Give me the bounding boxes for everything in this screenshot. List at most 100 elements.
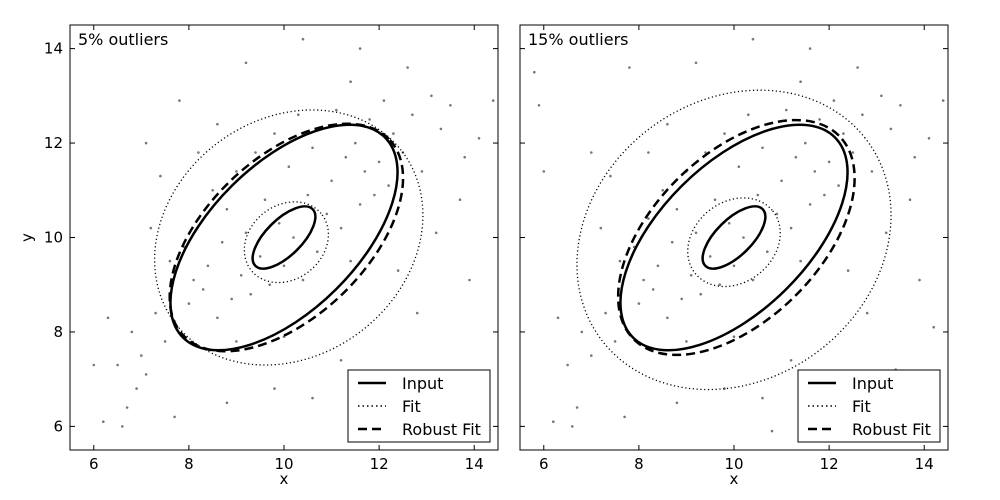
chart-panel-5pct: 6 8 10 12 14 6 8 10 12 14 5% outliers x y Input … — [18, 24, 499, 488]
y-axis-label: y — [18, 233, 36, 242]
ellipse-input — [693, 196, 776, 278]
scatter-point — [411, 113, 414, 116]
scatter-point — [647, 217, 650, 220]
scatter-point — [618, 259, 622, 263]
scatter-point — [168, 259, 172, 263]
y-axis-ticks — [520, 48, 948, 427]
scatter-point — [727, 222, 731, 225]
scatter-point — [292, 236, 295, 239]
scatter-point — [249, 292, 252, 296]
scatter-point — [396, 269, 400, 272]
scatter-point — [533, 70, 536, 74]
scatter-point — [656, 264, 660, 268]
x-tick-label: 12 — [820, 455, 839, 473]
scatter-point — [187, 302, 191, 305]
scatter-point — [751, 278, 755, 282]
scatter-point — [785, 108, 788, 112]
scatter-point — [178, 99, 181, 102]
y-tick-label: 10 — [44, 229, 63, 247]
scatter-point — [387, 184, 390, 187]
scatter-point — [808, 47, 812, 50]
ellipses — [103, 57, 474, 417]
scatter-point — [908, 198, 912, 201]
scatter-point — [889, 127, 893, 131]
scatter-point — [537, 104, 541, 107]
legend-label-fit: Fit — [402, 397, 421, 416]
x-tick-label: 10 — [274, 455, 293, 473]
scatter-point — [599, 226, 603, 230]
scatter-point — [808, 203, 812, 206]
scatter-point — [377, 160, 381, 164]
scatter-point — [306, 193, 310, 197]
scatter-point — [301, 278, 305, 282]
scatter-point — [799, 80, 802, 83]
scatter-point — [675, 401, 679, 405]
scatter-points — [92, 37, 495, 428]
scatter-point — [604, 311, 607, 315]
scatter-point — [273, 132, 276, 135]
scatter-point — [590, 151, 593, 154]
ellipse-fit — [516, 28, 951, 451]
scatter-point — [163, 340, 167, 343]
scatter-point — [732, 335, 736, 339]
scatter-point — [434, 231, 438, 235]
scatter-point — [211, 189, 214, 192]
scatter-point — [870, 170, 874, 173]
scatter-point — [121, 425, 124, 428]
scatter-point — [102, 420, 105, 424]
scatter-point — [244, 61, 248, 65]
scatter-point — [794, 155, 798, 159]
scatter-point — [827, 160, 831, 164]
scatter-point — [216, 122, 219, 126]
scatter-point — [675, 207, 679, 211]
panel-title: 5% outliers — [78, 30, 168, 49]
scatter-point — [823, 193, 826, 197]
scatter-point — [325, 212, 329, 216]
scatter-point — [666, 122, 669, 126]
scatter-point — [420, 170, 424, 173]
scatter-point — [780, 179, 783, 183]
scatter-point — [542, 170, 546, 173]
scatter-point — [358, 203, 362, 206]
scatter-point — [144, 373, 148, 376]
legend-label-robust-fit: Robust Fit — [402, 420, 481, 439]
scatter-point — [651, 288, 655, 291]
scatter-point — [865, 311, 869, 315]
scatter-point — [861, 113, 864, 116]
scatter-point — [277, 222, 281, 225]
scatter-point — [770, 429, 774, 433]
scatter-point — [415, 311, 419, 315]
scatter-point — [273, 387, 276, 390]
scatter-point — [613, 340, 617, 343]
scatter-point — [192, 278, 195, 282]
scatter-point — [552, 420, 555, 424]
scatter-point — [666, 316, 669, 320]
scatter-point — [766, 250, 769, 253]
scatter-point — [737, 165, 741, 168]
scatter-point — [268, 283, 272, 287]
scatter-point — [590, 354, 593, 357]
scatter-point — [680, 297, 683, 301]
scatter-point — [335, 108, 338, 112]
scatter-point — [254, 151, 257, 154]
scatter-point — [458, 198, 462, 201]
ellipse-fit — [228, 185, 345, 299]
scatter-point — [813, 170, 817, 173]
y-tick-label: 6 — [53, 417, 63, 435]
scatter-point — [751, 37, 755, 41]
scatter-point — [235, 170, 238, 173]
x-axis-ticks: 6 8 10 12 14 — [539, 25, 934, 473]
scatter-point — [392, 132, 395, 135]
scatter-point — [789, 359, 793, 362]
scatter-point — [373, 193, 376, 197]
scatter-point — [851, 151, 855, 154]
scatter-point — [130, 330, 134, 334]
scatter-point — [368, 118, 371, 121]
scatter-point — [670, 240, 674, 244]
x-tick-label: 10 — [724, 455, 743, 473]
scatter-point — [647, 151, 650, 154]
scatter-point — [661, 189, 664, 192]
y-tick-label: 12 — [44, 134, 63, 152]
scatter-point — [642, 278, 645, 282]
scatter-point — [220, 240, 224, 244]
